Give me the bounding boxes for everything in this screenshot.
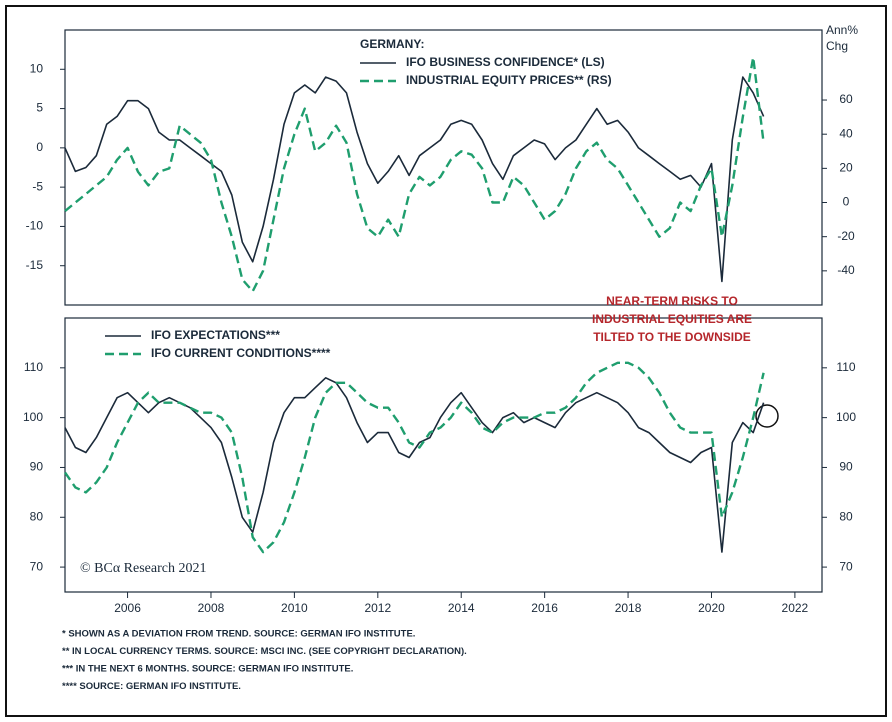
legend-label: INDUSTRIAL EQUITY PRICES** (RS) <box>406 73 612 87</box>
y-tick-label: 90 <box>30 460 44 474</box>
x-tick-label: 2022 <box>782 601 809 615</box>
y-tick-label: 5 <box>36 101 43 115</box>
y2-tick-label: 0 <box>843 195 850 209</box>
x-tick-label: 2014 <box>448 601 475 615</box>
legend-label: IFO EXPECTATIONS*** <box>151 328 280 342</box>
x-tick-label: 2016 <box>531 601 558 615</box>
y2-tick-label: 100 <box>836 410 856 424</box>
x-tick-label: 2012 <box>364 601 391 615</box>
y2-axis-label: Chg <box>826 39 848 53</box>
series-line <box>64 56 765 293</box>
source-credit: © BCα Research 2021 <box>80 561 206 576</box>
y-tick-label: 110 <box>24 360 43 374</box>
x-tick-label: 2010 <box>281 601 308 615</box>
y-tick-label: -10 <box>26 219 44 233</box>
y2-tick-label: -40 <box>837 263 855 277</box>
y-tick-label: 80 <box>30 509 44 523</box>
footnote: ** IN LOCAL CURRENCY TERMS. SOURCE: MSCI… <box>62 646 467 657</box>
series-line <box>64 377 765 553</box>
highlight-circle <box>755 404 779 428</box>
annotation: TILTED TO THE DOWNSIDE <box>593 330 751 344</box>
x-tick-label: 2018 <box>615 601 642 615</box>
series-line <box>64 361 765 554</box>
footnote: **** SOURCE: GERMAN IFO INSTITUTE. <box>62 681 241 692</box>
legend-label: IFO BUSINESS CONFIDENCE* (LS) <box>406 55 605 69</box>
y-tick-label: 10 <box>30 61 44 75</box>
y-tick-label: -5 <box>32 179 43 193</box>
y2-tick-label: 60 <box>839 92 853 106</box>
series-line <box>64 76 765 283</box>
legend-label: IFO CURRENT CONDITIONS**** <box>151 346 331 360</box>
plot-frame <box>64 29 823 306</box>
footnote: *** IN THE NEXT 6 MONTHS. SOURCE: GERMAN… <box>62 664 353 675</box>
x-tick-label: 2006 <box>114 601 141 615</box>
y-tick-label: -15 <box>26 258 44 272</box>
y2-tick-label: -20 <box>837 229 855 243</box>
x-tick-label: 2020 <box>698 601 725 615</box>
y2-tick-label: 70 <box>839 559 853 573</box>
y2-axis-label: Ann% <box>826 23 858 37</box>
y-tick-label: 70 <box>30 559 44 573</box>
annotation: INDUSTRIAL EQUITIES ARE <box>592 312 752 326</box>
x-tick-label: 2008 <box>198 601 225 615</box>
footnote: * SHOWN AS A DEVIATION FROM TREND. SOURC… <box>62 629 415 640</box>
outer-border <box>5 5 887 717</box>
legend-title: GERMANY: <box>360 37 424 51</box>
y2-tick-label: 40 <box>839 126 853 140</box>
y2-tick-label: 90 <box>839 460 853 474</box>
plot-frame <box>64 317 823 593</box>
annotation: NEAR-TERM RISKS TO <box>606 294 738 308</box>
y2-tick-label: 20 <box>839 161 853 175</box>
y2-tick-label: 110 <box>836 360 855 374</box>
y-tick-label: 100 <box>23 410 43 424</box>
y2-tick-label: 80 <box>839 509 853 523</box>
y-tick-label: 0 <box>36 140 43 154</box>
